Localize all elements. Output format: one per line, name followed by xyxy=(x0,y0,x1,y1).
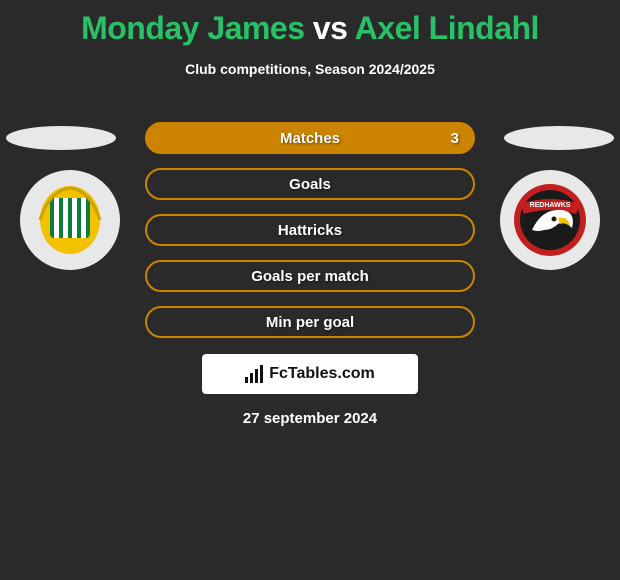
stat-row-min-per-goal: Min per goal xyxy=(145,306,475,338)
hammarby-logo-icon xyxy=(30,180,110,260)
chart-bars-icon xyxy=(245,365,263,383)
stat-label: Hattricks xyxy=(278,222,342,239)
stat-label: Min per goal xyxy=(266,314,354,331)
player2-name-ellipse xyxy=(504,126,614,150)
stat-row-hattricks: Hattricks xyxy=(145,214,475,246)
club-left-circle xyxy=(20,170,120,270)
stat-label: Goals per match xyxy=(251,268,369,285)
club-right-circle: REDHAWKS xyxy=(500,170,600,270)
player2-name: Axel Lindahl xyxy=(355,10,539,46)
stat-label: Goals xyxy=(289,176,331,193)
page-title: Monday James vs Axel Lindahl xyxy=(0,0,620,47)
stat-row-matches: Matches 3 xyxy=(145,122,475,154)
svg-text:REDHAWKS: REDHAWKS xyxy=(530,202,571,209)
brand-text: FcTables.com xyxy=(269,365,375,383)
player1-name-ellipse xyxy=(6,126,116,150)
footer-date: 27 september 2024 xyxy=(0,410,620,427)
stat-row-goals-per-match: Goals per match xyxy=(145,260,475,292)
brand-logo[interactable]: FcTables.com xyxy=(202,354,418,394)
stat-row-goals: Goals xyxy=(145,168,475,200)
stat-label: Matches xyxy=(280,130,340,147)
vs-text: vs xyxy=(313,10,348,46)
stat-pill-stack: Matches 3 Goals Hattricks Goals per matc… xyxy=(145,122,475,352)
stat-value-right: 3 xyxy=(451,130,459,147)
subtitle: Club competitions, Season 2024/2025 xyxy=(0,61,620,77)
redhawks-logo-icon: REDHAWKS xyxy=(510,180,590,260)
player1-name: Monday James xyxy=(81,10,304,46)
